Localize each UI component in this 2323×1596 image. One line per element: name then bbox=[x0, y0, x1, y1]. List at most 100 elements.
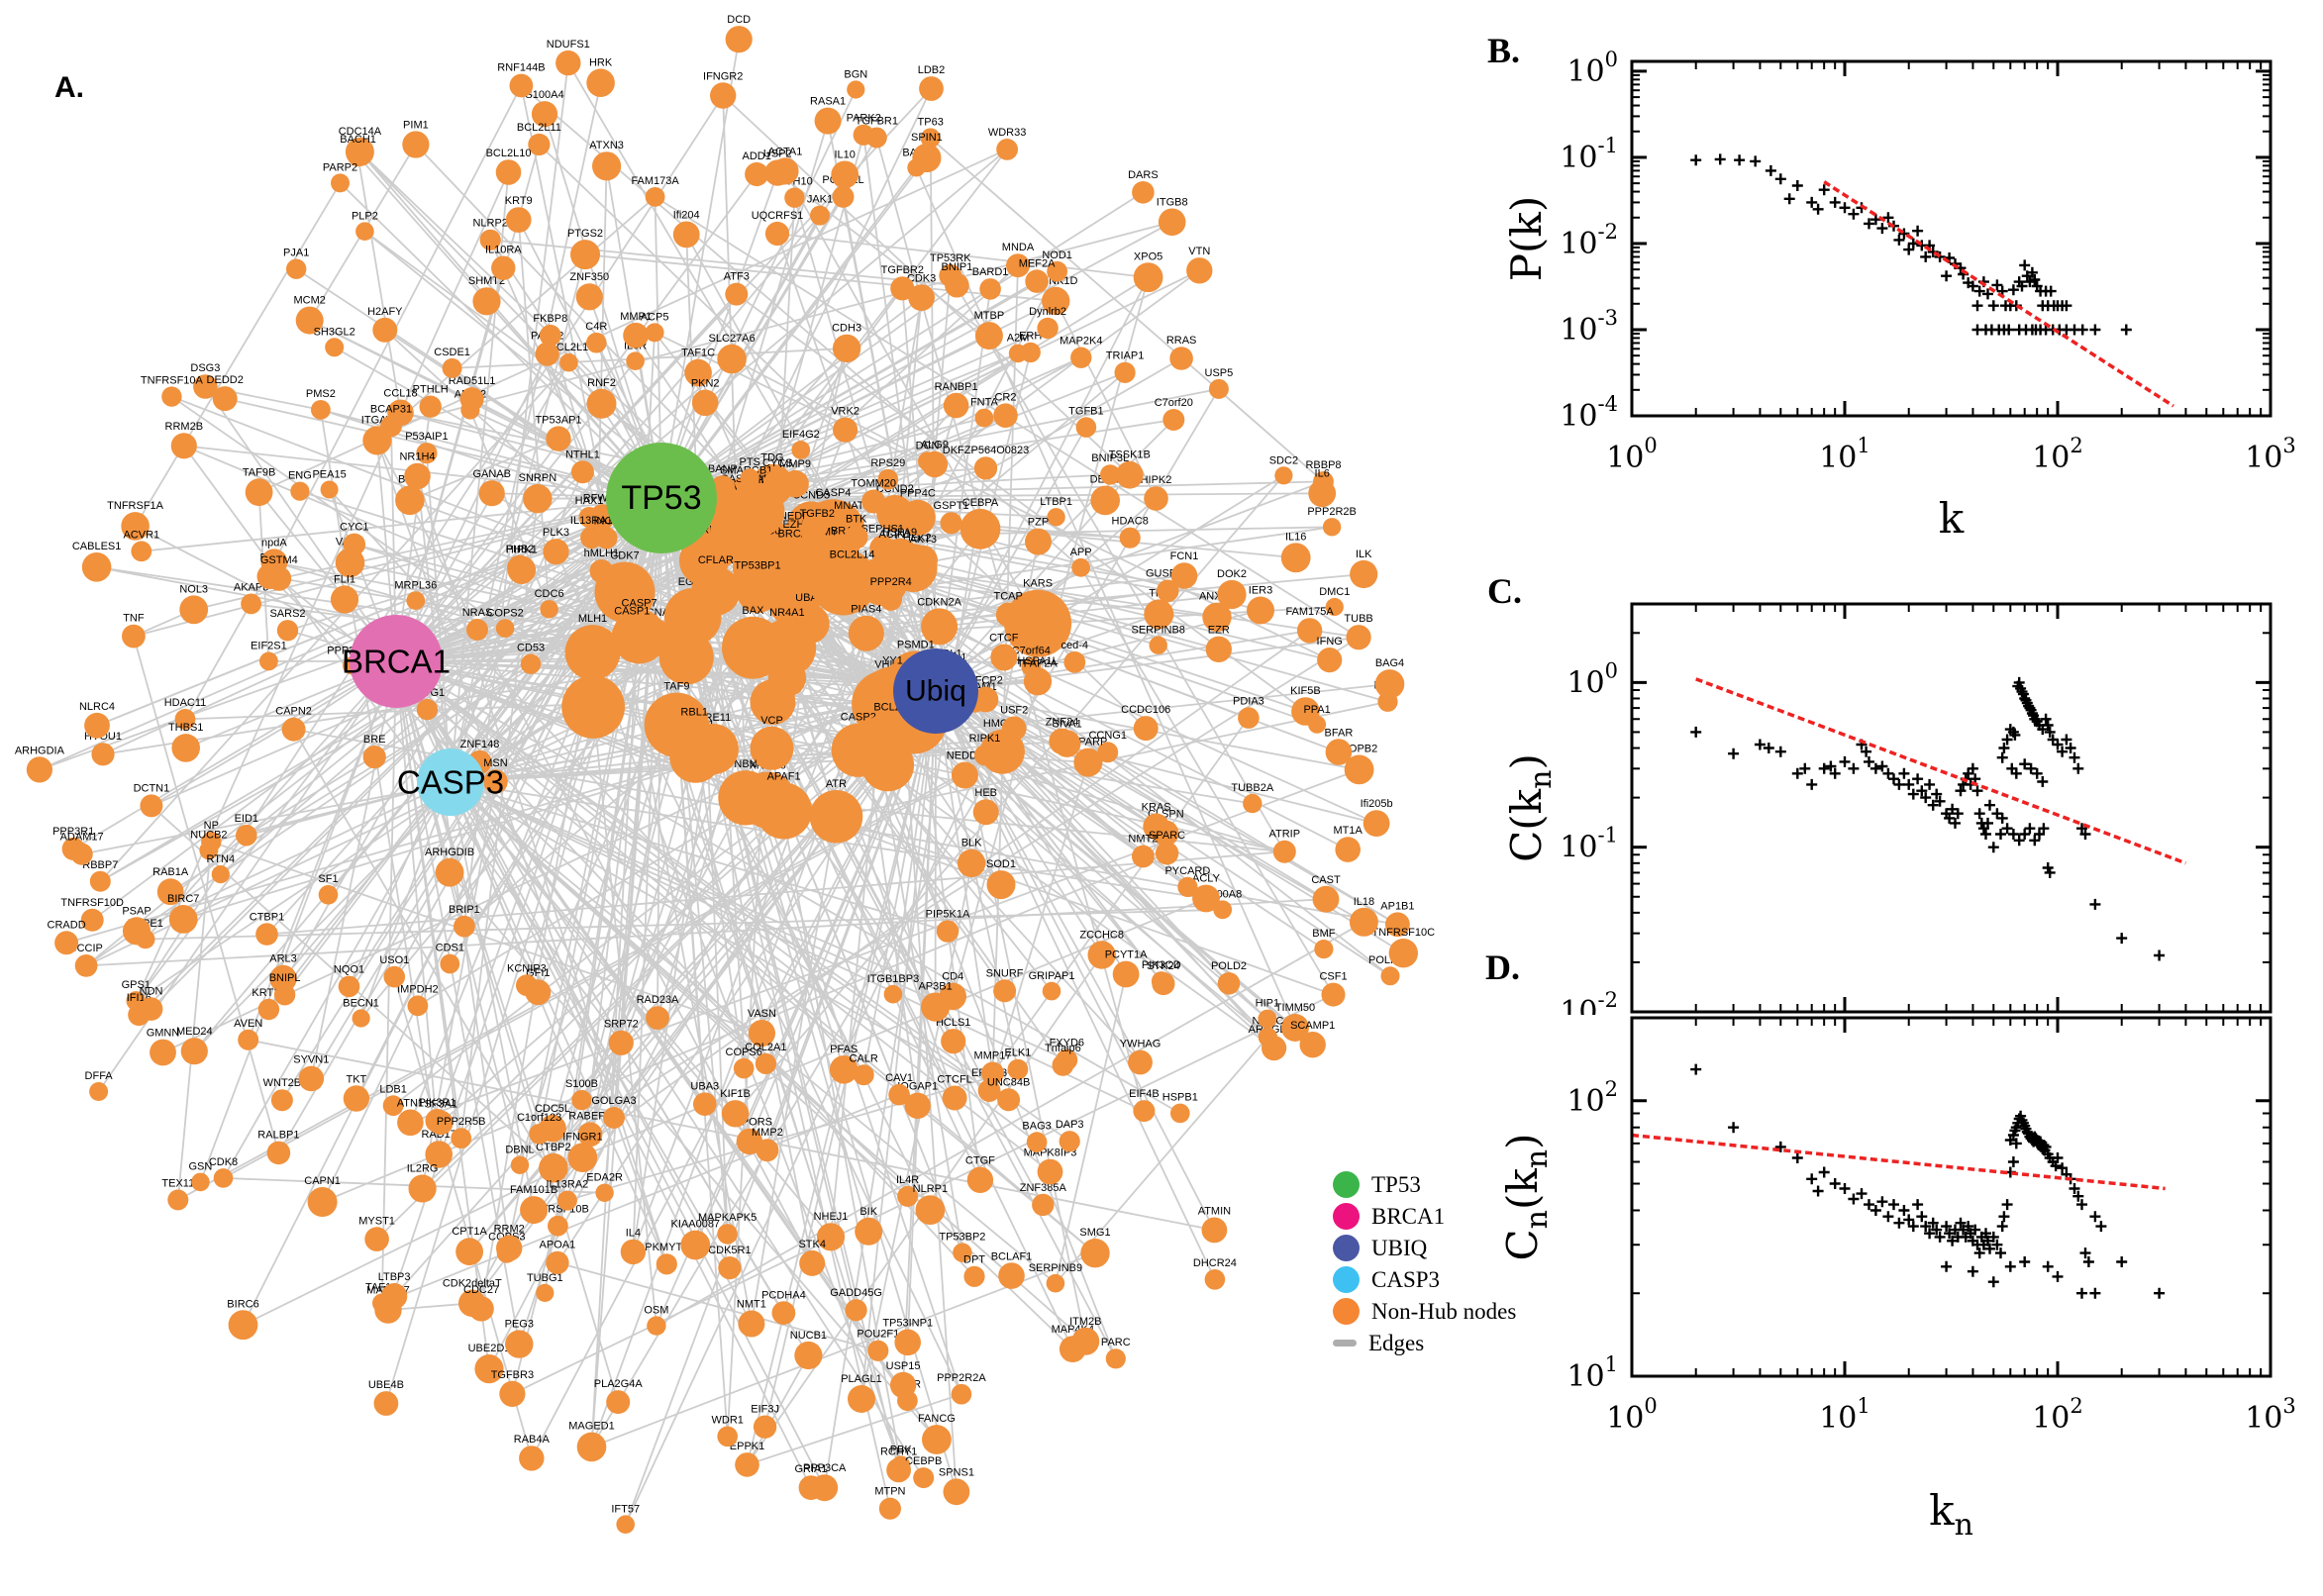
network-edge bbox=[395, 660, 521, 1345]
network-node-label: UBE2D1 bbox=[468, 1343, 511, 1354]
data-point bbox=[2024, 823, 2036, 835]
network-node-label: CDC5L bbox=[535, 1103, 570, 1115]
data-point bbox=[2095, 1221, 2107, 1233]
network-node bbox=[735, 1452, 759, 1477]
network-node bbox=[373, 1391, 399, 1416]
network-node-label: BAG3 bbox=[1022, 1120, 1051, 1132]
network-node bbox=[1100, 464, 1121, 485]
network-node-label: CSDE1 bbox=[434, 347, 470, 358]
network-edge bbox=[384, 329, 590, 519]
network-node-label: A2M bbox=[1007, 333, 1030, 345]
network-node bbox=[1075, 417, 1097, 438]
network-node-label: RALBP1 bbox=[257, 1130, 299, 1142]
network-node bbox=[807, 519, 827, 540]
data-point bbox=[1944, 1228, 1956, 1240]
data-point bbox=[2034, 829, 2045, 840]
network-node-label: BAX bbox=[742, 605, 764, 617]
network-node bbox=[416, 698, 439, 721]
network-node bbox=[556, 50, 581, 76]
network-node-label: KIAA0087 bbox=[671, 1219, 721, 1231]
network-node bbox=[1349, 907, 1378, 937]
network-node bbox=[1335, 837, 1361, 862]
network-node-label: USO1 bbox=[379, 954, 409, 966]
network-node-label: TDG bbox=[760, 452, 783, 464]
network-node-label: RRAS bbox=[1166, 335, 1197, 347]
network-edge bbox=[605, 538, 753, 1325]
network-node bbox=[829, 1055, 858, 1084]
network-node bbox=[1192, 884, 1220, 913]
network-node bbox=[395, 485, 425, 516]
network-node bbox=[647, 1316, 666, 1336]
legend-item-label: Non-Hub nodes bbox=[1371, 1298, 1517, 1324]
network-node bbox=[832, 185, 855, 208]
hub-node-ubiq bbox=[893, 648, 978, 734]
network-edge bbox=[395, 357, 733, 662]
data-point bbox=[1991, 1239, 2003, 1250]
network-node-label: SYVN1 bbox=[293, 1054, 329, 1066]
data-point bbox=[2044, 866, 2056, 878]
network-node-label: NDN bbox=[140, 985, 163, 997]
network-node-label: NP bbox=[204, 820, 219, 832]
data-point bbox=[2061, 734, 2072, 746]
hub-label-brca1: BRCA1 bbox=[342, 644, 451, 680]
network-node-label: PSAP bbox=[122, 905, 151, 917]
network-node-label: BCL2L1 bbox=[550, 342, 589, 353]
network-node-label: TFAP2A bbox=[1017, 657, 1059, 669]
network-node-label: IL18 bbox=[1354, 896, 1374, 908]
network-node bbox=[167, 1189, 189, 1211]
network-node-label: ATMIN bbox=[1198, 1206, 1231, 1218]
network-node-label: H2AFY bbox=[367, 306, 403, 318]
network-node-label: ATR bbox=[826, 778, 847, 790]
data-point bbox=[1941, 1221, 1953, 1233]
network-node bbox=[860, 713, 914, 766]
network-node bbox=[1177, 876, 1198, 898]
data-point bbox=[2001, 1199, 2013, 1211]
network-edge bbox=[390, 196, 656, 428]
legend-edge-swatch bbox=[1333, 1340, 1357, 1347]
network-node bbox=[241, 593, 261, 615]
network-node-label: BRE bbox=[363, 734, 386, 746]
network-node bbox=[468, 1296, 494, 1322]
network-edge bbox=[183, 445, 623, 1044]
hub-label-casp3: CASP3 bbox=[397, 764, 504, 801]
legend-circle-swatch bbox=[1333, 1298, 1360, 1325]
plot-clustering-coefficient: 100 10-1 10-2 C(kn) bbox=[1502, 602, 2272, 1015]
network-node bbox=[1350, 559, 1378, 589]
network-node-label: BECN1 bbox=[343, 997, 379, 1009]
data-point bbox=[1984, 1243, 1995, 1254]
network-node-label: IFNG bbox=[1317, 636, 1343, 648]
data-point bbox=[1967, 1265, 1978, 1277]
data-point bbox=[2089, 324, 2101, 336]
network-node bbox=[942, 1085, 967, 1111]
data-point bbox=[1734, 154, 1746, 166]
network-node-label: NR4A1 bbox=[769, 607, 804, 619]
tick-label: 103 bbox=[2245, 434, 2296, 475]
network-node bbox=[791, 441, 811, 459]
network-node bbox=[979, 278, 1001, 300]
network-edge bbox=[141, 497, 662, 552]
network-node bbox=[320, 480, 339, 499]
network-node-label: LTBP3 bbox=[378, 1271, 411, 1283]
network-node bbox=[1132, 845, 1155, 868]
network-node bbox=[764, 159, 791, 186]
network-node-label: TOMM20 bbox=[851, 478, 896, 490]
network-node bbox=[725, 26, 753, 53]
network-node bbox=[966, 1166, 994, 1194]
network-node-label: RABEP1 bbox=[568, 1110, 611, 1122]
network-node bbox=[771, 1301, 796, 1325]
network-node bbox=[495, 619, 515, 638]
network-node bbox=[406, 591, 426, 610]
network-edge bbox=[1079, 566, 1335, 996]
network-edge bbox=[450, 781, 535, 1211]
network-node-label: DMC1 bbox=[1319, 586, 1350, 598]
network-node-label: PDIA3 bbox=[1233, 695, 1264, 707]
data-point bbox=[1888, 773, 1899, 785]
data-point bbox=[1829, 767, 1841, 779]
data-points bbox=[1690, 153, 2132, 336]
network-node-label: XPO5 bbox=[1134, 250, 1162, 262]
network-node-label: NMT2 bbox=[1128, 834, 1158, 846]
network-node bbox=[977, 1079, 1001, 1102]
network-node-label: PKN2 bbox=[691, 377, 720, 389]
network-node-label: TSSK1B bbox=[1109, 449, 1151, 461]
network-node-label: GSPT1 bbox=[934, 500, 969, 512]
